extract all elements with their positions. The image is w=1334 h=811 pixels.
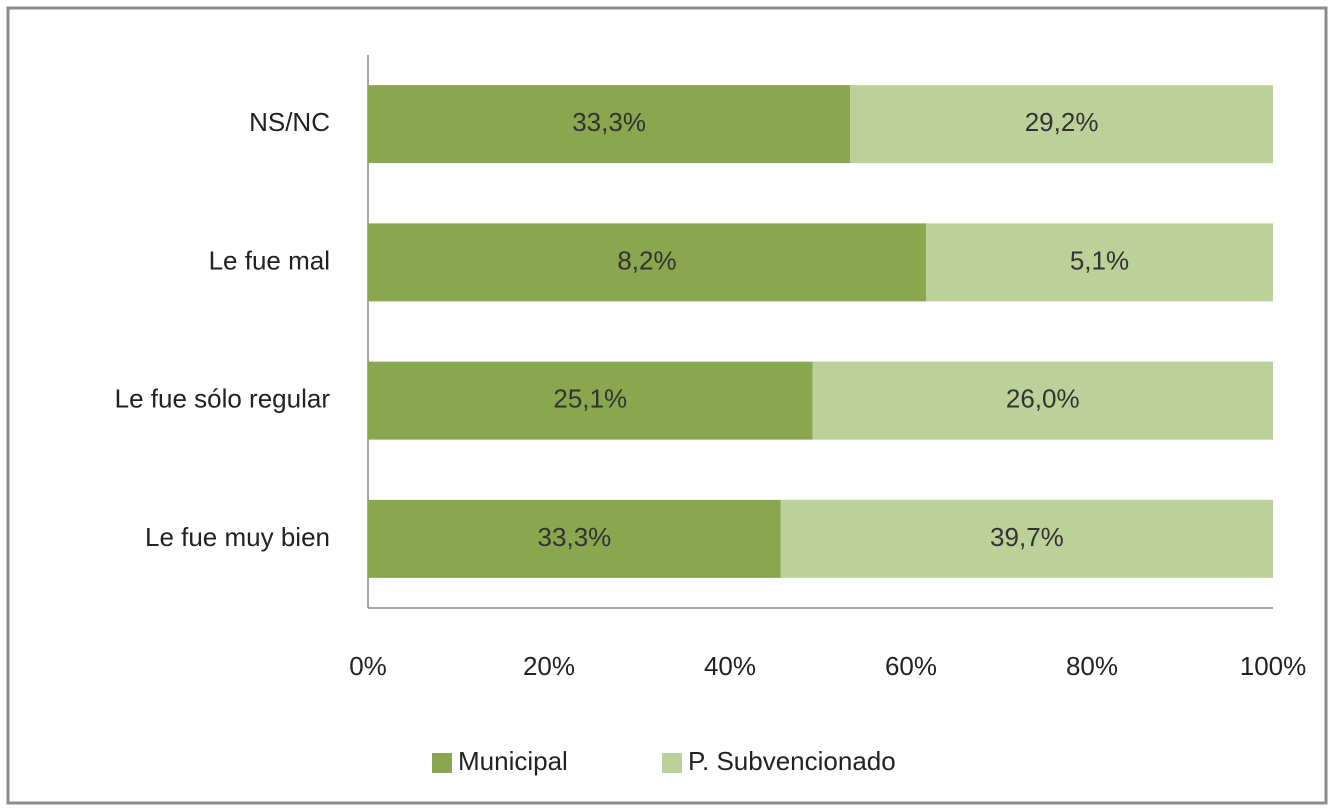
data-label: 5,1% [1070, 245, 1129, 275]
x-tick-label: 100% [1240, 651, 1307, 681]
data-label: 33,3% [572, 107, 646, 137]
data-label: 39,7% [990, 522, 1064, 552]
y-tick-label: Le fue mal [209, 245, 330, 275]
data-label: 25,1% [553, 384, 627, 414]
x-tick-label: 80% [1066, 651, 1118, 681]
bar-segment [925, 223, 1273, 302]
bar-segment [812, 361, 1273, 440]
legend-swatch [662, 753, 682, 773]
x-tick-label: 20% [523, 651, 575, 681]
bar-segment [368, 223, 926, 302]
bar-segment [780, 499, 1273, 578]
y-tick-label: NS/NC [249, 107, 330, 137]
legend-label: P. Subvencionado [688, 746, 896, 776]
y-tick-label: Le fue sólo regular [115, 384, 331, 414]
bar-segment [368, 361, 813, 440]
bar-segment [850, 85, 1273, 164]
x-tick-label: 40% [704, 651, 756, 681]
data-label: 26,0% [1006, 384, 1080, 414]
x-tick-label: 0% [349, 651, 387, 681]
bar-segment [368, 85, 851, 164]
x-tick-label: 60% [885, 651, 937, 681]
y-tick-label: Le fue muy bien [145, 522, 330, 552]
data-label: 8,2% [617, 245, 676, 275]
legend-swatch [432, 753, 452, 773]
data-label: 29,2% [1025, 107, 1099, 137]
bar-segment [368, 499, 781, 578]
legend-label: Municipal [458, 746, 568, 776]
data-label: 33,3% [538, 522, 612, 552]
